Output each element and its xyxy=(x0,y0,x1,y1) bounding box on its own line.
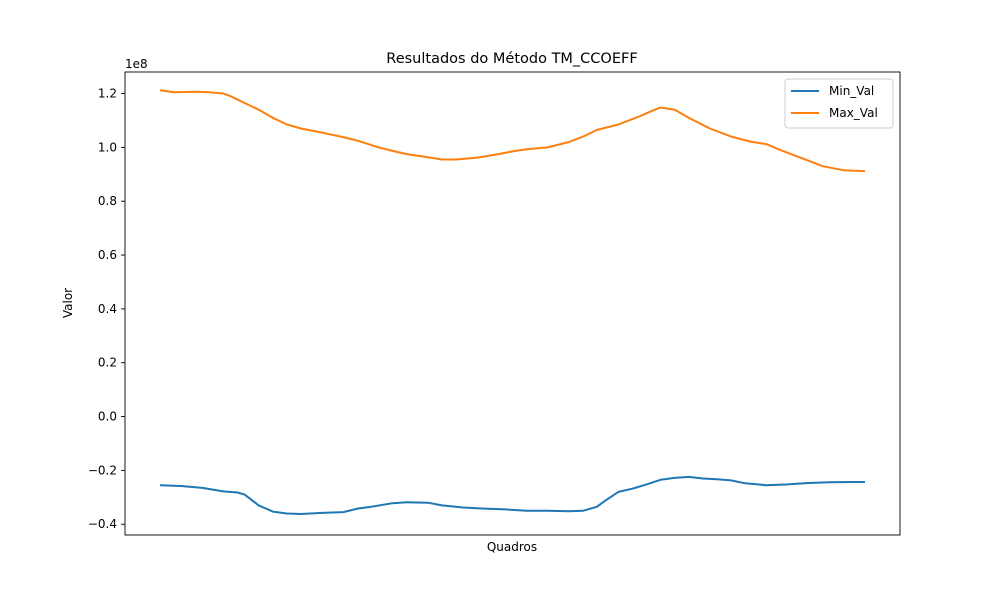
legend: Min_Val Max_Val xyxy=(784,78,894,129)
y-tick-label: 1.2 xyxy=(98,87,117,101)
y-scale-offset-label: 1e8 xyxy=(125,57,148,71)
y-tick-label: 0.0 xyxy=(98,410,117,424)
y-tick-label: −0.2 xyxy=(88,463,117,477)
series-line-min-val xyxy=(159,475,865,515)
y-axis: −0.4 −0.2 0.0 0.2 0.4 0.6 0.8 1.0 1.2 xyxy=(88,87,125,531)
legend-label-min-val: Min_Val xyxy=(829,84,874,98)
x-axis-label: Quadros xyxy=(487,540,537,554)
y-axis-label: Valor xyxy=(61,288,75,318)
legend-label-max-val: Max_Val xyxy=(829,106,878,120)
plot-lines xyxy=(159,89,866,515)
plot-frame xyxy=(124,71,901,536)
y-tick-label: 0.8 xyxy=(98,194,117,208)
series-line-max-val xyxy=(159,89,866,173)
chart-title: Resultados do Método TM_CCOEFF xyxy=(386,51,637,67)
y-tick-label: 0.6 xyxy=(98,248,117,262)
y-tick-label: −0.4 xyxy=(88,517,117,531)
y-tick-label: 0.2 xyxy=(98,356,117,370)
y-tick-label: 1.0 xyxy=(98,140,117,154)
y-tick-label: 0.4 xyxy=(98,302,117,316)
